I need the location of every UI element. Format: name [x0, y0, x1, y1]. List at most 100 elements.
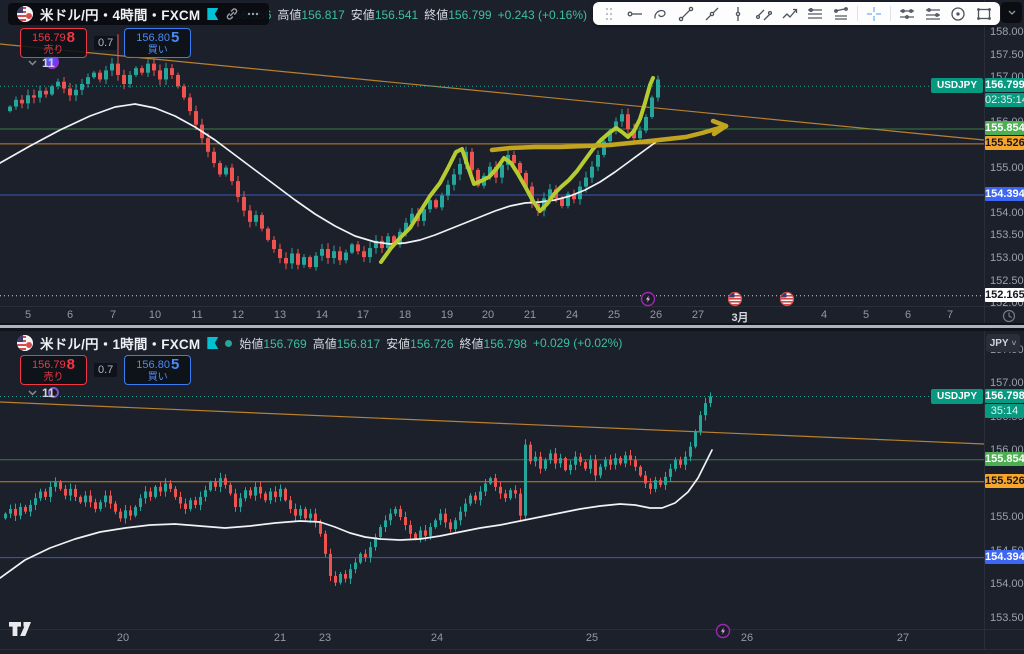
horizontal-ray-icon[interactable]: [623, 3, 647, 24]
horizontal-lines-icon[interactable]: [804, 3, 828, 24]
market-status-dot: [225, 339, 233, 347]
toolbar-divider: [857, 6, 859, 21]
disjoint-channel-icon[interactable]: [829, 3, 853, 24]
price-tick: 155.000: [990, 161, 1024, 174]
trendline: [0, 401, 985, 445]
time-tick: 13: [273, 309, 287, 321]
low-label: 安値: [350, 8, 375, 22]
session-clock-icon[interactable]: [1002, 309, 1016, 323]
high-value: 156.817: [301, 8, 345, 22]
buy-button[interactable]: 156.80 5 買い: [124, 28, 192, 58]
open-label: 始値: [239, 336, 264, 351]
object-tree-toggle-panel-2[interactable]: 11: [28, 386, 55, 400]
buy-label: 買い: [147, 44, 168, 56]
circle-icon[interactable]: [946, 3, 970, 24]
time-tick: 23: [318, 632, 332, 644]
time-tick: 6: [66, 309, 74, 321]
time-axis-panel-1[interactable]: [0, 306, 1024, 324]
currency-label: JPY: [989, 337, 1009, 349]
price-tick: 158.000: [990, 26, 1024, 38]
trendline-icon[interactable]: [674, 3, 698, 24]
brush-icon[interactable]: [649, 3, 673, 24]
sell-price-pip: 8: [66, 355, 75, 373]
drag-handle-icon[interactable]: [597, 3, 621, 24]
current-price-badge: 156.799: [985, 78, 1024, 93]
close-label: 終値: [459, 336, 484, 351]
time-tick: 3月: [731, 312, 749, 324]
time-tick: 19: [440, 309, 454, 321]
info-line-icon[interactable]: [700, 3, 724, 24]
time-tick: 11: [191, 309, 203, 321]
price-line-badge: 152.165: [985, 287, 1024, 302]
symbol-info-panel-1[interactable]: 米ドル/円・4時間・FXCM: [8, 3, 270, 25]
price-tick: 157.000: [990, 377, 1024, 389]
price-tick: 157.500: [990, 48, 1024, 61]
rectangle-icon[interactable]: [972, 3, 996, 24]
drawing-toolbar[interactable]: [593, 2, 1000, 25]
time-axis-panel-2[interactable]: [0, 629, 1024, 649]
sell-price: 156.79: [32, 358, 66, 371]
loading-marker-icon[interactable]: [48, 387, 59, 398]
time-tick: 21: [523, 309, 537, 321]
trade-widget-panel-2: 156.79 8 売り 0.7 156.80 5 買い: [20, 355, 192, 385]
time-tick: 5: [862, 309, 870, 321]
buy-button[interactable]: 156.80 5 買い: [124, 355, 192, 385]
price-line-badge: 154.394: [985, 549, 1024, 564]
price-line-badge: 155.854: [985, 451, 1024, 466]
symbol-title[interactable]: 米ドル/円・4時間・FXCM: [40, 8, 201, 23]
price-tick: 153.000: [990, 252, 1024, 264]
currency-selector[interactable]: JPY ˅: [986, 334, 1020, 352]
price-tick: 155.000: [990, 511, 1024, 523]
buy-price: 156.80: [136, 358, 170, 371]
spread-value: 0.7: [94, 36, 118, 50]
time-tick: 12: [231, 309, 245, 321]
open-value: 156.769: [263, 336, 307, 351]
toolbar-collapse-button[interactable]: [1001, 2, 1022, 23]
price-tick: 154.000: [990, 578, 1024, 590]
buy-price: 156.80: [136, 31, 170, 44]
chevron-down-icon: [28, 60, 37, 66]
sell-button[interactable]: 156.79 8 売り: [20, 355, 87, 385]
bar-countdown-badge: 02:35:14: [985, 93, 1024, 108]
flag-bookmark-icon[interactable]: [207, 337, 219, 349]
high-label: 高値: [312, 336, 337, 351]
crosshair-icon[interactable]: [862, 3, 886, 24]
more-options-icon[interactable]: [246, 7, 260, 21]
low-value: 156.541: [374, 8, 419, 22]
pane-resize-handle[interactable]: [0, 323, 1024, 331]
time-tick: 25: [607, 309, 621, 321]
time-tick: 14: [315, 309, 329, 321]
time-tick: 25: [585, 632, 599, 644]
moving-average-line: [0, 449, 713, 579]
low-value: 156.726: [410, 336, 454, 351]
parallel-channel-icon[interactable]: [921, 3, 945, 24]
change-value: +0.029 (+0.02%): [532, 336, 623, 350]
link-icon[interactable]: [225, 7, 239, 21]
bar-countdown-badge: 35:14: [985, 403, 1024, 418]
high-value: 156.817: [336, 336, 381, 351]
time-tick: 21: [273, 632, 287, 644]
tradingview-logo[interactable]: [8, 620, 38, 638]
flat-bottom-icon[interactable]: [895, 3, 919, 24]
symbol-title[interactable]: 米ドル/円・1時間・FXCM: [40, 337, 201, 352]
high-label: 高値: [277, 8, 302, 22]
idea-marker-icon[interactable]: [45, 55, 59, 69]
price-tick: 154.000: [990, 206, 1024, 219]
symbol-price-label: USDJPY: [930, 388, 983, 404]
price-line-badge: 155.854: [985, 120, 1024, 135]
chevron-down-icon: ˅: [1011, 338, 1017, 348]
vertical-line-icon[interactable]: [726, 3, 750, 24]
price-line-badge: 155.526: [985, 473, 1024, 488]
bottom-edge: [0, 649, 1024, 654]
time-tick: 18: [398, 309, 412, 321]
symbol-info-panel-2[interactable]: 米ドル/円・1時間・FXCM 始値156.769 高値156.817 安値156…: [8, 332, 631, 354]
polyline-icon[interactable]: [778, 3, 802, 24]
time-tick: 20: [481, 309, 495, 321]
object-tree-toggle-panel-1[interactable]: 11: [28, 56, 55, 70]
bolt-event-icon: [640, 291, 656, 307]
cross-line-icon[interactable]: [752, 3, 776, 24]
flag-bookmark-icon[interactable]: [207, 8, 219, 20]
arrow-drawing: [489, 123, 729, 153]
sell-button[interactable]: 156.79 8 売り: [20, 28, 87, 58]
